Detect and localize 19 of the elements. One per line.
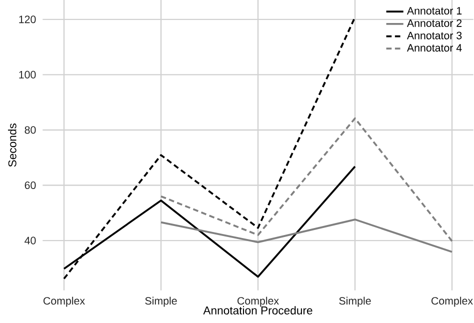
line-series xyxy=(160,117,453,242)
line-series xyxy=(160,218,453,253)
x-tick-label: Simple xyxy=(145,296,177,307)
y-tick-label: 80 xyxy=(24,126,36,134)
y-axis-title: Seconds xyxy=(8,124,16,167)
legend-label: Annotator 4 xyxy=(406,44,462,52)
y-tick-label: 60 xyxy=(24,182,36,190)
x-tick-label: Complex xyxy=(238,296,279,307)
legend-label: Annotator 1 xyxy=(406,7,462,15)
x-tick-label: Complex xyxy=(431,296,473,307)
y-tick-label: 40 xyxy=(24,236,36,244)
y-tick-label: 100 xyxy=(19,70,36,78)
x-tick-label: Complex xyxy=(44,296,85,307)
legend-label: Annotator 3 xyxy=(406,32,462,40)
y-tick-label: 120 xyxy=(19,16,36,24)
line-series xyxy=(63,16,356,280)
x-axis-title: Annotation Procedure xyxy=(203,306,312,314)
legend-label: Annotator 2 xyxy=(406,19,462,27)
x-tick-label: Simple xyxy=(339,296,371,307)
